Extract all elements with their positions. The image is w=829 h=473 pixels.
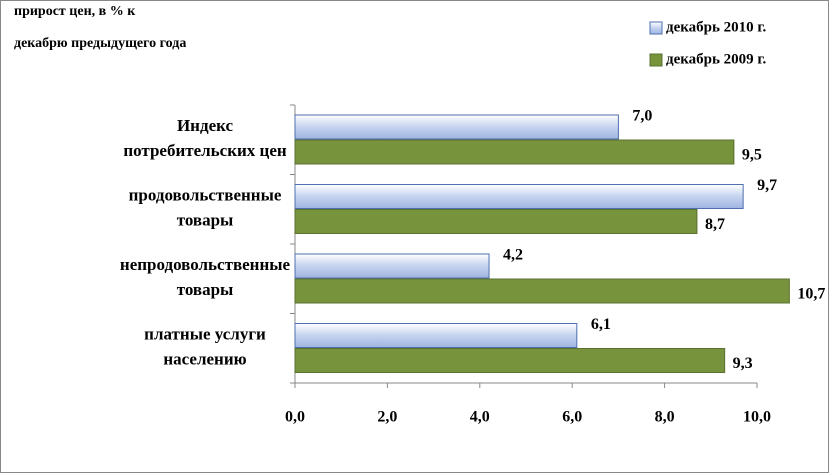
bar	[294, 348, 726, 373]
value-label: 9,5	[742, 147, 762, 164]
category-label: Индекс потребительских цен	[123, 116, 287, 160]
value-label: 8,7	[705, 216, 725, 233]
category-label: непродовольственные товары	[120, 255, 291, 299]
legend-swatch	[649, 53, 663, 67]
category-line: потребительских цен	[123, 141, 287, 160]
x-tick-label: 0,0	[285, 409, 305, 426]
subtitle: декабрю предыдущего года	[14, 36, 186, 51]
legend-label: декабрь 2009 г.	[666, 51, 767, 67]
bar	[294, 139, 735, 165]
bar	[294, 278, 790, 304]
category-line: товары	[177, 210, 234, 229]
bar	[294, 323, 578, 348]
category-label: платные услуги населению	[144, 324, 266, 368]
category-line: продовольственные	[129, 185, 282, 204]
category-line: непродовольственные	[120, 255, 291, 274]
subtitle: прирост цен, в % к	[14, 4, 136, 19]
x-tick-label: 2,0	[377, 409, 397, 426]
bar	[294, 209, 698, 234]
x-tick-label: 6,0	[562, 409, 582, 426]
value-label: 9,3	[733, 355, 753, 372]
bar	[294, 184, 744, 209]
category-line: товары	[177, 280, 234, 299]
x-tick-label: 10,0	[743, 409, 771, 426]
value-label: 9,7	[757, 177, 777, 194]
legend-swatch	[649, 21, 663, 35]
category-line: населению	[163, 349, 246, 368]
category-label: продовольственные товары	[129, 185, 282, 229]
legend-label: декабрь 2010 г.	[666, 19, 767, 35]
x-tick-label: 8,0	[655, 409, 675, 426]
value-label: 10,7	[797, 286, 825, 303]
x-tick-label: 4,0	[470, 409, 490, 426]
bar	[294, 253, 490, 279]
value-label: 7,0	[632, 108, 652, 125]
category-line: Индекс	[177, 116, 234, 135]
value-label: 6,1	[591, 316, 611, 333]
category-line: платные услуги	[144, 324, 266, 343]
bar	[294, 114, 619, 140]
value-label: 4,2	[503, 247, 523, 264]
